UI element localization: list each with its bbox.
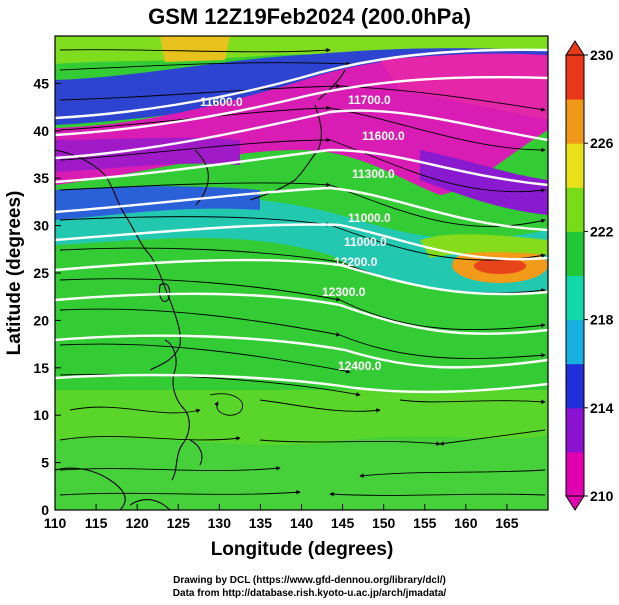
coastlines: [55, 69, 346, 510]
x-tick-label: 115: [85, 515, 108, 531]
y-tick-label: 10: [33, 407, 49, 423]
x-tick-label: 140: [290, 515, 314, 531]
colorbar-tick-label: 214: [590, 400, 614, 416]
x-axis-label: Longitude (degrees): [211, 539, 394, 560]
colorbar-swatch: [566, 319, 584, 365]
contour-label: 12200.0: [334, 255, 378, 269]
colorbar-swatch: [566, 143, 584, 188]
x-tick-label: 165: [495, 515, 519, 531]
colorbar-swatch: [566, 231, 584, 276]
colorbar-swatch: [566, 99, 584, 144]
x-tick-label: 145: [331, 515, 355, 531]
y-tick-label: 0: [41, 502, 49, 518]
colorbar-tick-label: 222: [590, 223, 614, 239]
contour-label: 11300.0: [352, 167, 395, 181]
contour-label: 11700.0: [348, 93, 391, 107]
colorbar-swatch: [566, 275, 584, 321]
credits: Drawing by DCL (https://www.gfd-dennou.o…: [0, 574, 619, 600]
y-tick-label: 30: [33, 218, 49, 234]
y-tick-label: 25: [33, 265, 49, 281]
y-tick-label: 45: [33, 75, 49, 91]
colorbar-swatch: [566, 55, 584, 100]
y-tick-label: 40: [33, 123, 49, 139]
contour-label: 11600.0: [200, 95, 243, 109]
colorbar-tick-label: 230: [590, 47, 614, 63]
credit-line-2: Data from http://database.rish.kyoto-u.a…: [172, 588, 447, 599]
y-tick-label: 5: [41, 455, 49, 471]
chart-title: GSM 12Z19Feb2024 (200.0hPa): [148, 4, 471, 29]
colorbar-min-arrow: [565, 495, 585, 511]
contour-label: 11000.0: [348, 211, 391, 225]
x-tick-label: 150: [372, 515, 396, 531]
y-tick-label: 15: [33, 360, 49, 376]
colorbar-frame: [565, 54, 585, 497]
colorbar-swatch: [566, 451, 584, 497]
x-tick-label: 130: [208, 515, 232, 531]
y-axis-label: Latitude (degrees): [4, 191, 25, 356]
x-tick-label: 155: [413, 515, 437, 531]
temperature-field: [55, 36, 548, 510]
x-tick-label: 110: [44, 515, 67, 531]
colorbar-max-arrow: [565, 40, 585, 56]
colorbar-swatch: [566, 187, 584, 232]
credit-line-1: Drawing by DCL (https://www.gfd-dennou.o…: [173, 575, 446, 586]
colorbar: 210 214 218 222 226 230: [565, 40, 614, 511]
contour-label: 12400.0: [338, 359, 382, 373]
height-contours: [55, 48, 548, 394]
x-tick-label: 120: [125, 515, 149, 531]
colorbar-swatch: [566, 363, 584, 409]
y-tick-label: 35: [33, 170, 49, 186]
contour-label-group: 11600.0 11700.0 11600.0 11300.0 11000.0 …: [200, 93, 405, 373]
contour-label: 11600.0: [362, 129, 405, 143]
contour-label: 11000.0: [344, 235, 387, 249]
x-tick-label: 125: [167, 515, 191, 531]
colorbar-tick-label: 226: [590, 135, 614, 151]
x-tick-label: 160: [454, 515, 478, 531]
x-axis: 110 115 120 125 130 135 140 145 150 155 160 165: [44, 504, 519, 531]
y-tick-label: 20: [33, 312, 49, 328]
contour-label: 12300.0: [322, 285, 366, 299]
colorbar-tick-label: 210: [590, 488, 614, 504]
colorbar-swatch: [566, 407, 584, 453]
x-tick-label: 135: [249, 515, 273, 531]
colorbar-tick-label: 218: [590, 312, 614, 328]
y-axis: 0 5 10 15 20 25 30 35 40 45: [33, 75, 61, 518]
